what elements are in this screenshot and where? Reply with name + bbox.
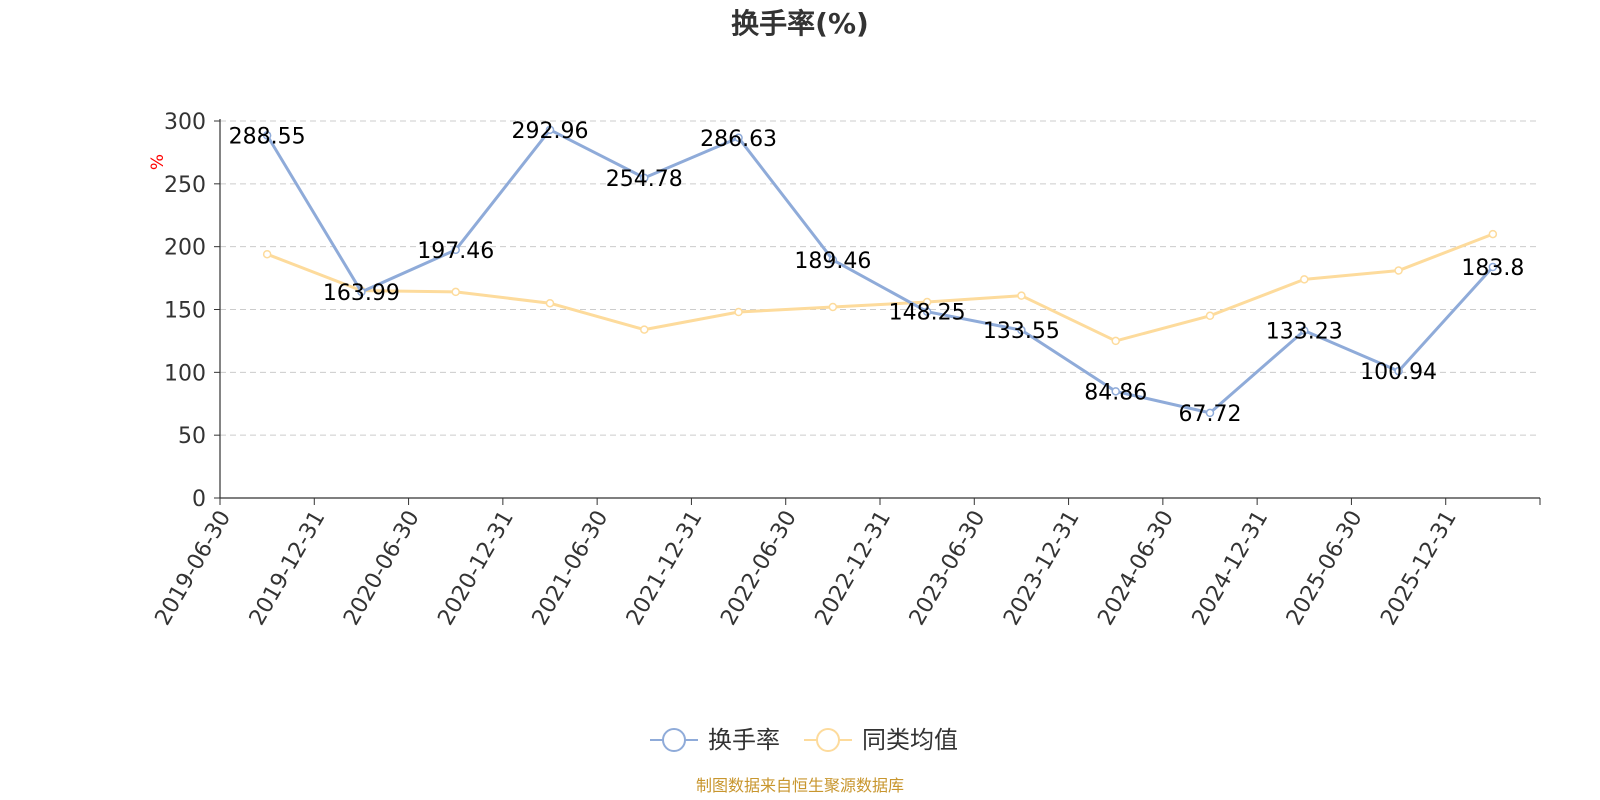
series-lines	[262, 125, 1498, 418]
x-tick-label-2020-12-31: 2020-12-31	[433, 507, 519, 630]
point-turnover-2020-06-30	[451, 245, 460, 255]
x-tick-label-2020-06-30: 2020-06-30	[339, 506, 425, 629]
x-tick-label-2021-06-30: 2021-06-30	[528, 507, 614, 630]
point-peer-average-2024-12-31	[1300, 275, 1309, 284]
point-peer-average-2020-12-31	[545, 298, 555, 308]
x-tick-label-2023-06-30: 2023-06-30	[905, 506, 991, 629]
x-tick-label-2023-12-31: 2023-12-31	[999, 507, 1085, 630]
point-turnover-2024-12-31	[1300, 326, 1309, 335]
legend-item-peer-average[interactable]: 同类均值	[804, 726, 958, 754]
point-turnover-2022-06-30	[828, 255, 838, 265]
series-line-peer-average	[266, 232, 1494, 343]
point-peer-average-2023-06-30	[1017, 291, 1026, 300]
data-label-2020-12-31: 292.96	[512, 119, 589, 144]
legend-label-peer-average: 同类均值	[862, 726, 958, 754]
x-tick-label-2022-06-30: 2022-06-30	[716, 507, 802, 630]
point-turnover-2024-06-30	[1205, 408, 1215, 418]
point-turnover-2022-12-31	[922, 307, 932, 316]
x-tick-label-2019-06-30: 2019-06-30	[151, 507, 237, 630]
data-label-2022-12-31: 148.25	[889, 301, 966, 326]
point-turnover-2021-12-31	[734, 133, 743, 143]
y-tick-label-100: 100	[164, 361, 206, 386]
y-tick-label-0: 0	[192, 487, 206, 512]
chart-title: 换手率(%)	[731, 7, 869, 40]
data-labels: 288.55 163.99 197.46 292.96 254.78 286.63 189.…	[229, 119, 1525, 427]
point-peer-average-2023-12-31	[1111, 336, 1120, 346]
x-tick-label-2025-12-31: 2025-12-31	[1376, 507, 1462, 630]
point-peer-average-2021-06-30	[640, 325, 649, 334]
x-tick-label-2024-12-31: 2024-12-31	[1188, 507, 1274, 630]
legend-marker-turnover	[662, 728, 686, 752]
point-turnover-2025-06-30	[1394, 366, 1403, 376]
point-turnover-2019-06-30	[262, 131, 272, 140]
data-label-2019-06-30: 288.55	[229, 124, 306, 149]
legend[interactable]: 换手率 同类均值	[650, 726, 958, 754]
y-tick-label-300: 300	[164, 110, 206, 135]
data-source-note: 制图数据来自恒生聚源数据库	[696, 776, 904, 795]
point-peer-average-2020-06-30	[451, 287, 460, 297]
legend-label-turnover: 换手率	[708, 726, 780, 754]
point-turnover-2019-12-31	[357, 287, 366, 297]
x-tick-label-2019-12-31: 2019-12-31	[245, 507, 331, 630]
point-peer-average-2022-12-31	[922, 297, 932, 307]
data-label-2024-06-30: 67.72	[1179, 402, 1242, 427]
point-peer-average-2021-12-31	[734, 307, 743, 317]
y-tick-label-200: 200	[164, 236, 206, 261]
point-turnover-2023-06-30	[1017, 325, 1026, 335]
x-tick-label-2025-06-30: 2025-06-30	[1282, 507, 1368, 630]
point-peer-average-2025-06-30	[1394, 266, 1403, 275]
point-peer-average-2019-06-30	[262, 249, 272, 259]
x-tick-label-2022-12-31: 2022-12-31	[811, 507, 897, 630]
point-turnover-2020-12-31	[545, 125, 555, 135]
point-peer-average-2025-12-31	[1488, 229, 1498, 239]
x-tick-label-2024-06-30: 2024-06-30	[1093, 507, 1179, 630]
data-label-2020-06-30: 197.46	[417, 239, 494, 264]
data-label-2025-12-31: 183.8	[1461, 256, 1524, 281]
y-tick-label-250: 250	[164, 173, 206, 198]
legend-marker-peer-average	[816, 728, 840, 752]
point-peer-average-2022-06-30	[828, 302, 838, 312]
data-label-2024-12-31: 133.23	[1266, 320, 1343, 345]
grid-lines	[220, 120, 1540, 436]
point-peer-average-2024-06-30	[1205, 311, 1215, 321]
data-label-2025-06-30: 100.94	[1360, 360, 1437, 385]
point-turnover-2021-06-30	[640, 173, 649, 183]
data-label-2022-06-30: 189.46	[794, 249, 871, 274]
point-turnover-2025-12-31	[1488, 262, 1498, 272]
point-turnover-2023-12-31	[1111, 387, 1120, 396]
y-tick-label-50: 50	[178, 424, 206, 449]
data-label-2019-12-31: 163.99	[323, 281, 400, 306]
x-tick-label-2021-12-31: 2021-12-31	[622, 507, 708, 630]
series-line-turnover	[265, 128, 1494, 415]
y-tick-label-150: 150	[164, 299, 206, 324]
data-label-2021-12-31: 286.63	[700, 127, 777, 152]
y-axis-unit-label: %	[148, 154, 168, 170]
data-label-2021-06-30: 254.78	[606, 167, 683, 192]
legend-item-turnover[interactable]: 换手率	[650, 726, 780, 754]
data-label-2023-12-31: 84.86	[1084, 380, 1147, 405]
data-label-2023-06-30: 133.55	[983, 319, 1060, 344]
